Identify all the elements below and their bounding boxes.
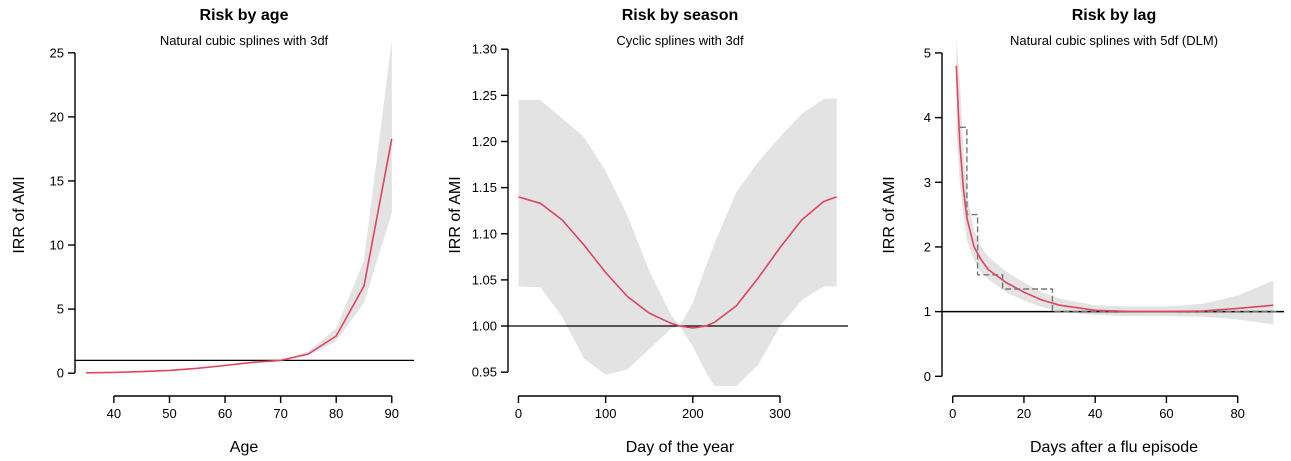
x-tick-label: 0 <box>515 406 522 421</box>
y-tick-label: 10 <box>50 238 64 253</box>
x-tick-label: 200 <box>682 406 704 421</box>
x-tick-label: 100 <box>595 406 617 421</box>
x-tick-label: 60 <box>1159 406 1173 421</box>
ylabel-age: IRR of AMI <box>11 176 28 253</box>
x-tick-label: 40 <box>107 406 121 421</box>
plot-content <box>942 40 1284 325</box>
x-tick-label: 80 <box>1230 406 1244 421</box>
y-tick-label: 4 <box>924 110 931 125</box>
plot-area-age: 0 5 10 15 20 25 40 50 60 70 80 90 <box>50 40 414 421</box>
y-tick-label: 0 <box>57 366 64 381</box>
y-tick-label: 1.10 <box>472 226 497 241</box>
y-tick-label: 1.15 <box>472 180 497 195</box>
panel-season: Risk by season Cyclic splines with 3df D… <box>447 7 848 456</box>
subtitle-age: Natural cubic splines with 3df <box>160 33 329 48</box>
y-tick-label: 25 <box>50 45 64 60</box>
y-tick-label: 15 <box>50 173 64 188</box>
xlabel-season: Day of the year <box>626 439 735 456</box>
confidence-band <box>518 98 837 386</box>
y-tick-label: 1.05 <box>472 272 497 287</box>
estimate-line <box>86 138 393 374</box>
x-tick-label: 50 <box>162 406 176 421</box>
estimate-line <box>955 65 1274 313</box>
confidence-band <box>86 40 392 373</box>
x-tick-label: 70 <box>273 406 287 421</box>
y-tick-label: 1.00 <box>472 319 497 334</box>
plot-area-season: 0.95 1.00 1.05 1.10 1.15 1.20 1.25 1.30 0 100 200 3… <box>472 42 848 421</box>
title-age: Risk by age <box>200 7 289 24</box>
y-tick-label: 1.20 <box>472 134 497 149</box>
panel-lag: Risk by lag Natural cubic splines with 5… <box>881 7 1284 456</box>
plot-content <box>508 98 848 386</box>
y-tick-label: 20 <box>50 109 64 124</box>
subtitle-season: Cyclic splines with 3df <box>616 33 744 48</box>
x-tick-label: 20 <box>1017 406 1031 421</box>
y-tick-label: 3 <box>924 175 931 190</box>
step-estimate-line <box>959 126 1277 313</box>
x-tick-label: 0 <box>949 406 956 421</box>
panel-age: Risk by age Natural cubic splines with 3… <box>11 7 414 456</box>
confidence-band <box>956 40 1274 325</box>
y-tick-label: 2 <box>924 239 931 254</box>
x-tick-label: 300 <box>769 406 791 421</box>
x-tick-label: 80 <box>329 406 343 421</box>
y-tick-label: 1 <box>924 304 931 319</box>
ylabel-lag: IRR of AMI <box>881 176 898 253</box>
title-season: Risk by season <box>622 7 739 24</box>
xlabel-age: Age <box>230 439 259 456</box>
y-tick-label: 1.30 <box>472 42 497 57</box>
y-tick-label: 0 <box>924 369 931 384</box>
y-tick-label: 0.95 <box>472 365 497 380</box>
x-tick-label: 40 <box>1088 406 1102 421</box>
subtitle-lag: Natural cubic splines with 5df (DLM) <box>1010 33 1218 48</box>
xlabel-lag: Days after a flu episode <box>1030 439 1198 456</box>
title-lag: Risk by lag <box>1072 7 1156 24</box>
y-tick-label: 5 <box>924 45 931 60</box>
plot-content <box>75 40 414 374</box>
x-tick-label: 90 <box>385 406 399 421</box>
y-tick-label: 1.25 <box>472 88 497 103</box>
estimate-line <box>518 196 837 329</box>
plot-area-lag: 0 1 2 3 4 5 0 20 40 60 80 <box>924 40 1284 421</box>
x-tick-label: 60 <box>218 406 232 421</box>
y-tick-label: 5 <box>57 302 64 317</box>
ylabel-season: IRR of AMI <box>447 176 464 253</box>
